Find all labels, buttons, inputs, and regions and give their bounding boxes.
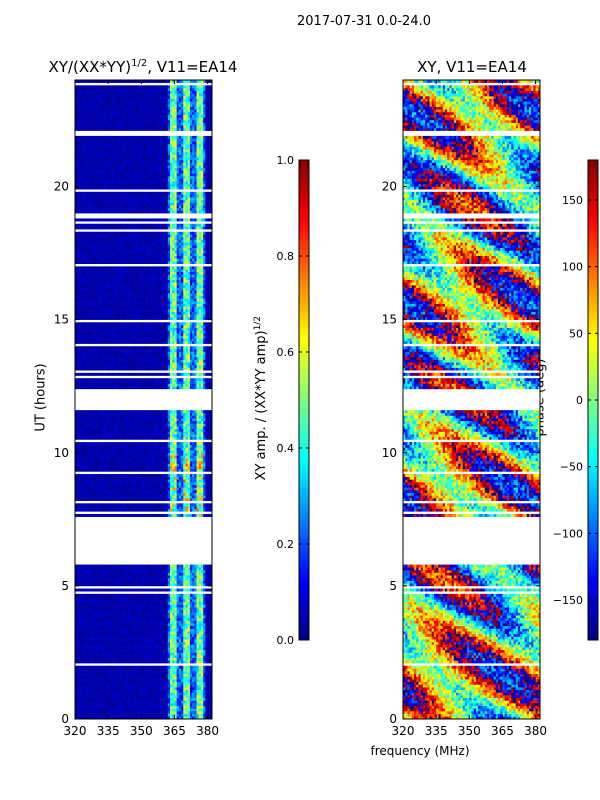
figure-canvas: 320 335 350 365 38005101520320 335 350 365 38005…: [0, 0, 600, 800]
amplitude-heatmap: [75, 80, 212, 719]
